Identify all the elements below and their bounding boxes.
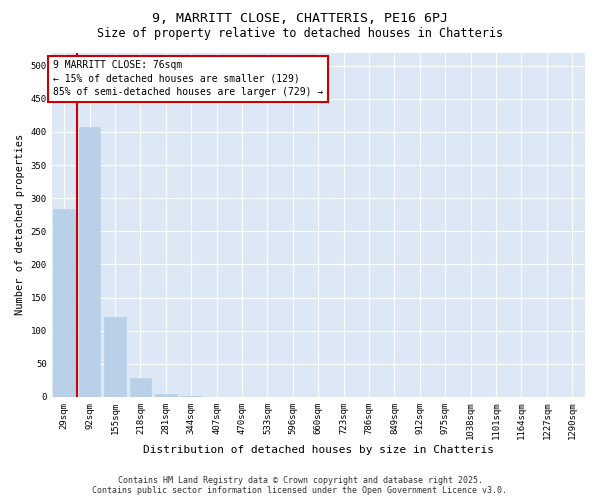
X-axis label: Distribution of detached houses by size in Chatteris: Distribution of detached houses by size … bbox=[143, 445, 494, 455]
Bar bbox=[181, 396, 202, 397]
Bar bbox=[53, 210, 75, 397]
Text: Size of property relative to detached houses in Chatteris: Size of property relative to detached ho… bbox=[97, 28, 503, 40]
Bar bbox=[104, 318, 126, 397]
Bar bbox=[130, 378, 151, 397]
Bar bbox=[79, 128, 100, 397]
Bar bbox=[155, 394, 176, 397]
Text: 9 MARRITT CLOSE: 76sqm
← 15% of detached houses are smaller (129)
85% of semi-de: 9 MARRITT CLOSE: 76sqm ← 15% of detached… bbox=[53, 60, 323, 97]
Text: 9, MARRITT CLOSE, CHATTERIS, PE16 6PJ: 9, MARRITT CLOSE, CHATTERIS, PE16 6PJ bbox=[152, 12, 448, 26]
Y-axis label: Number of detached properties: Number of detached properties bbox=[15, 134, 25, 316]
Text: Contains HM Land Registry data © Crown copyright and database right 2025.
Contai: Contains HM Land Registry data © Crown c… bbox=[92, 476, 508, 495]
